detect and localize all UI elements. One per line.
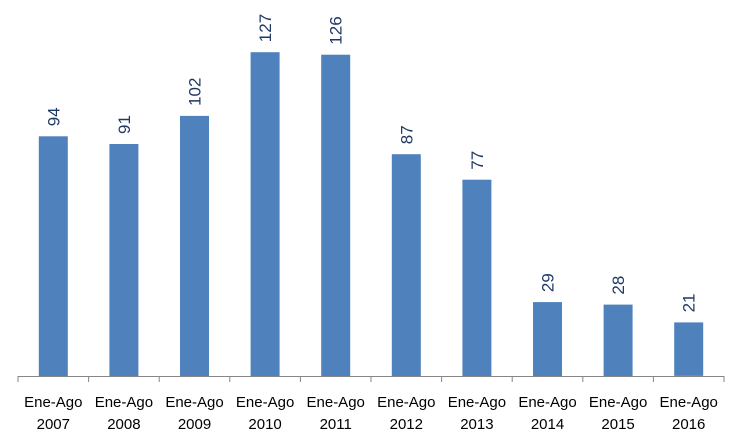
bar-2012	[391, 154, 421, 376]
bar-2008	[109, 144, 139, 376]
value-label-2010: 127	[256, 14, 275, 42]
x-axis	[17, 376, 725, 382]
bar-2016	[674, 322, 704, 376]
x-tick-label-2012: Ene-Ago 2012	[377, 394, 435, 433]
x-tick-label-2014: Ene-Ago 2014	[518, 394, 576, 433]
x-tick-labels-group: Ene-Ago 2007 Ene-Ago 2008 Ene-Ago 2009 Ene-Ago…	[24, 394, 718, 433]
value-label-2012: 87	[397, 125, 416, 144]
value-label-2008: 91	[115, 115, 134, 134]
x-tick-label-2015: Ene-Ago 2015	[589, 394, 647, 433]
value-label-2011: 126	[327, 16, 346, 44]
x-tick-label-2010: Ene-Ago 2010	[236, 394, 294, 433]
bar-2009	[180, 115, 209, 377]
bar-2015	[603, 304, 633, 376]
x-tick-label-2016: Ene-Ago 2016	[660, 394, 718, 433]
bar-2007	[38, 136, 68, 376]
x-tick-label-2008: Ene-Ago 2008	[95, 394, 153, 433]
bar-2014	[533, 302, 562, 376]
bar-2011	[321, 54, 351, 376]
bar-2010	[250, 52, 280, 376]
value-label-2009: 102	[186, 78, 205, 106]
value-label-2007: 94	[44, 107, 63, 126]
value-label-2016: 21	[680, 293, 699, 312]
value-label-2014: 29	[539, 273, 558, 292]
value-label-2015: 28	[609, 276, 628, 295]
x-tick-label-2007: Ene-Ago 2007	[24, 394, 82, 433]
bars-group	[38, 52, 704, 377]
x-tick-label-2011: Ene-Ago 2011	[307, 394, 365, 433]
x-tick-label-2009: Ene-Ago 2009	[165, 394, 223, 433]
value-label-2013: 77	[468, 151, 487, 170]
x-tick-label-2013: Ene-Ago 2013	[448, 394, 506, 433]
bar-2013	[462, 179, 492, 376]
value-labels-group: 94 91 102 127 126 87 77 29 28 21	[44, 14, 698, 313]
